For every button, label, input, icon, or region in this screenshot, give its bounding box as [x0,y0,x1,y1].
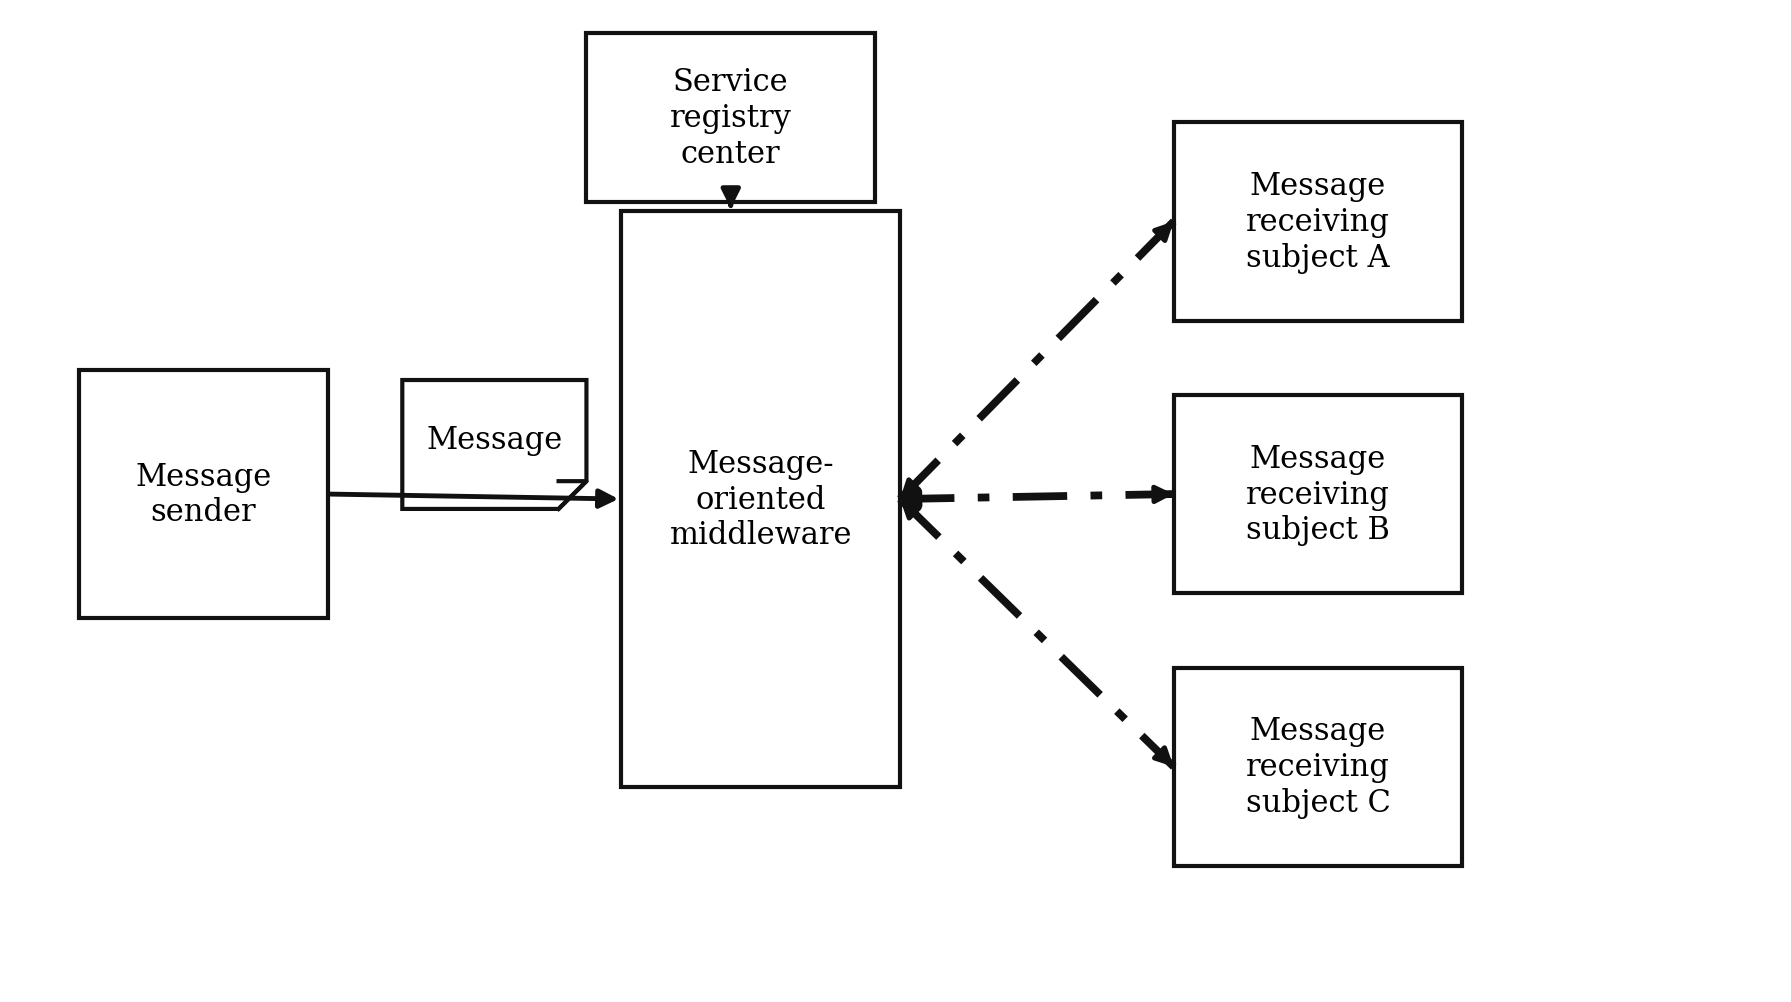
Text: Message-
oriented
middleware: Message- oriented middleware [670,448,853,551]
Bar [586,34,876,202]
Bar [79,371,328,618]
Bar [1173,123,1461,322]
Text: Message
sender: Message sender [134,461,272,528]
Text: Message
receiving
subject C: Message receiving subject C [1245,715,1390,819]
Text: Message
receiving
subject B: Message receiving subject B [1247,443,1390,546]
Bar [621,212,901,787]
Bar [1173,668,1461,866]
Text: Message: Message [426,425,562,456]
Text: Service
registry
center: Service registry center [670,67,792,169]
Text: Message
receiving
subject A: Message receiving subject A [1247,171,1390,274]
Polygon shape [403,381,586,509]
Bar [1173,396,1461,593]
